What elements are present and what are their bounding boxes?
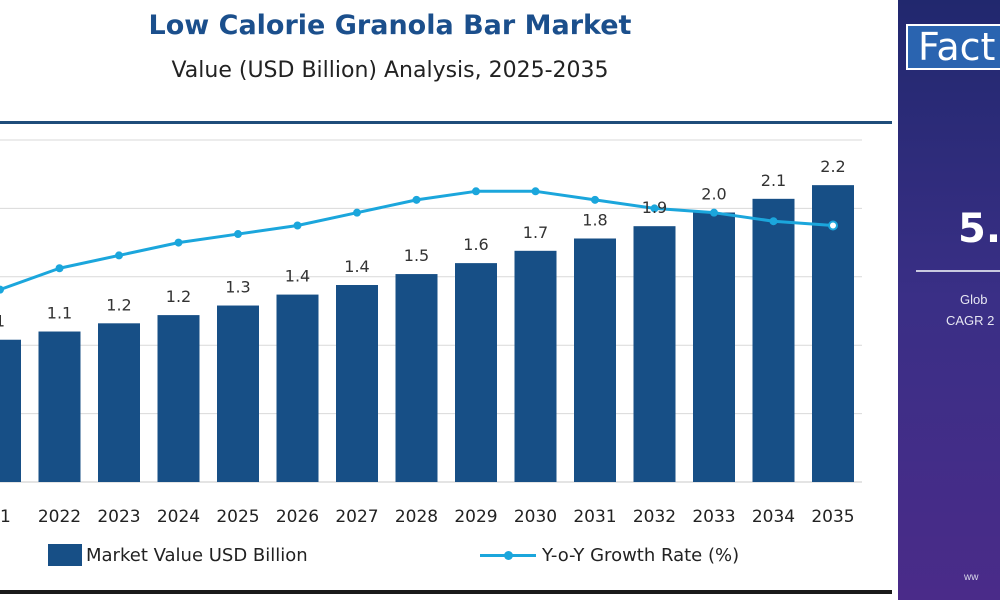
growth-point-2027 [353, 208, 361, 217]
data-label-2031: 1.8 [582, 210, 607, 229]
x-tick-2029: 2029 [454, 507, 497, 527]
data-label-2033: 2.0 [701, 185, 726, 204]
x-tick-2021: 21 [0, 507, 11, 527]
panel-divider [916, 270, 1000, 272]
growth-point-2025 [234, 230, 242, 239]
growth-point-2031 [591, 195, 599, 204]
footer-divider [0, 590, 892, 594]
data-label-2029: 1.6 [463, 235, 488, 254]
legend-swatch-bar [48, 544, 82, 566]
bar-2024 [157, 315, 200, 482]
growth-point-2030 [531, 187, 540, 196]
bar-2033 [693, 212, 735, 482]
x-tick-2022: 2022 [38, 507, 81, 527]
bar-2031 [574, 238, 616, 482]
data-label-2024: 1.2 [166, 287, 191, 306]
bar-2022 [38, 331, 81, 482]
bar-2034 [752, 198, 795, 482]
growth-point-2021 [0, 285, 4, 294]
x-tick-2033: 2033 [692, 507, 735, 527]
x-tick-2026: 2026 [276, 507, 319, 527]
data-label-2030: 1.7 [523, 223, 548, 242]
x-tick-2035: 2035 [811, 507, 854, 527]
panel-footer-url: ww [964, 572, 979, 583]
growth-point-2026 [293, 221, 302, 230]
cagr-label-line-2: CAGR 2 [946, 313, 995, 328]
cagr-label-line-1: Glob [960, 292, 988, 307]
bar-2030 [514, 250, 557, 482]
x-tick-2031: 2031 [573, 507, 616, 527]
x-tick-2034: 2034 [752, 507, 795, 527]
bar-2029 [455, 263, 497, 482]
data-label-2023: 1.2 [106, 295, 131, 314]
chart-subtitle: Value (USD Billion) Analysis, 2025-2035 [171, 58, 609, 83]
x-tick-2032: 2032 [633, 507, 676, 527]
growth-point-2024 [174, 238, 183, 247]
legend-item-market-value: Market Value USD Billion [48, 544, 308, 566]
bar-2035 [812, 185, 854, 483]
growth-point-2023 [115, 251, 123, 260]
bar-2032 [633, 226, 676, 482]
data-label-2021: 1 [0, 312, 5, 331]
bar-2027 [336, 285, 378, 482]
cagr-value: 5. [958, 206, 1000, 252]
growth-point-2035 [828, 220, 838, 231]
x-tick-2028: 2028 [395, 507, 438, 527]
x-tick-2023: 2023 [97, 507, 140, 527]
x-tick-2027: 2027 [335, 507, 378, 527]
title-divider [0, 121, 892, 124]
data-label-2026: 1.4 [285, 267, 310, 286]
x-tick-2030: 2030 [514, 507, 557, 527]
bar-2026 [276, 294, 319, 482]
data-label-2034: 2.1 [761, 171, 786, 190]
bar-series [0, 185, 854, 483]
x-axis-ticks: 21 2022 2023 2024 2025 2026 2027 2028 2029 2030 20… [0, 507, 855, 527]
bar-2021 [0, 339, 21, 482]
growth-point-2032 [650, 204, 659, 213]
growth-point-2029 [472, 187, 480, 196]
chart-legend: Market Value USD Billion Y-o-Y Growth Ra… [48, 544, 808, 570]
bar-2028 [395, 274, 438, 482]
brand-logo: Fact [906, 24, 1000, 70]
chart-title: Low Calorie Granola Bar Market [148, 10, 632, 41]
legend-swatch-line [480, 544, 536, 566]
data-label-2035: 2.2 [820, 157, 845, 176]
growth-point-2022 [55, 264, 64, 273]
chart-plot: 1 1.1 1.2 1.2 1.3 1.4 1.4 1.5 1.6 1.7 1.8 1.9 2.0 2.1… [0, 139, 862, 527]
data-label-2025: 1.3 [225, 278, 250, 297]
growth-line-series [0, 187, 838, 294]
data-label-2027: 1.4 [344, 257, 369, 276]
data-label-2032: 1.9 [642, 198, 667, 217]
legend-label-market-value: Market Value USD Billion [86, 544, 308, 566]
data-labels: 1 1.1 1.2 1.2 1.3 1.4 1.4 1.5 1.6 1.7 1.8 1.9 2.0 2.1… [0, 157, 846, 331]
x-tick-2024: 2024 [157, 507, 200, 527]
bar-2025 [217, 305, 259, 482]
legend-item-growth-rate: Y-o-Y Growth Rate (%) [480, 544, 739, 566]
bar-2023 [98, 323, 140, 482]
x-tick-2025: 2025 [216, 507, 259, 527]
growth-point-2033 [710, 208, 718, 217]
data-label-2022: 1.1 [47, 304, 72, 323]
data-label-2028: 1.5 [404, 246, 429, 265]
growth-point-2034 [769, 217, 778, 226]
legend-label-growth-rate: Y-o-Y Growth Rate (%) [542, 544, 740, 566]
cagr-side-panel: Fact 5. Glob CAGR 2 ww [898, 0, 1000, 600]
growth-point-2028 [412, 195, 421, 204]
